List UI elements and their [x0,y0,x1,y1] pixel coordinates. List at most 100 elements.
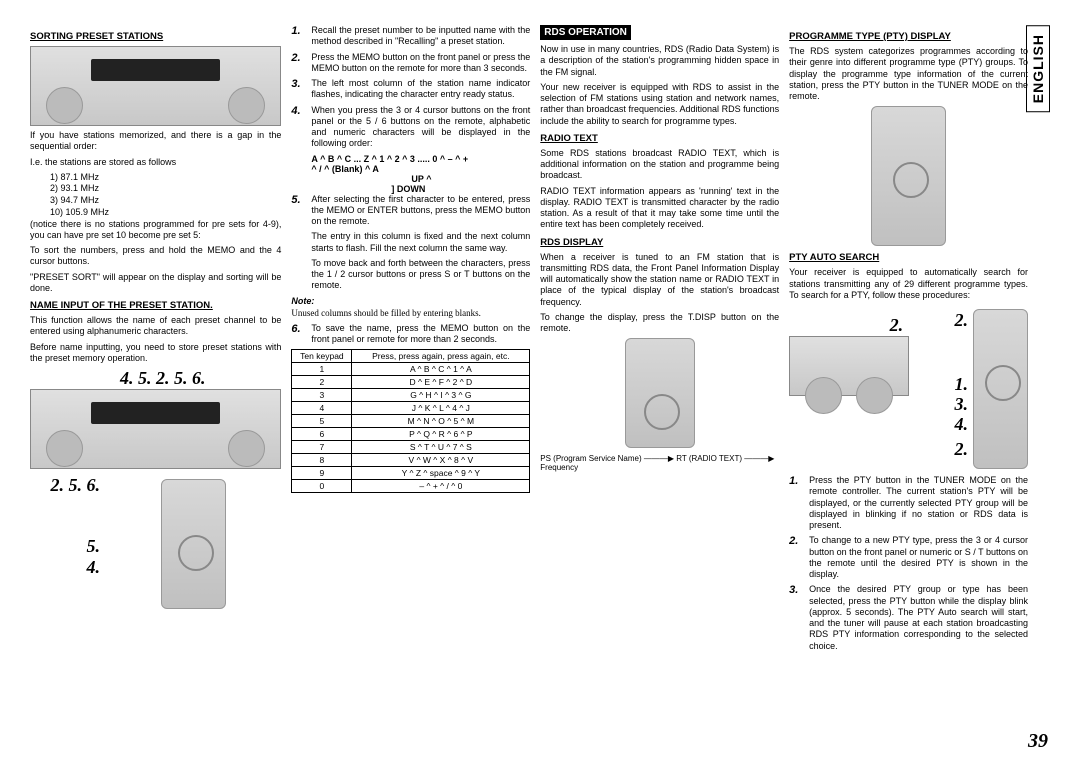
text: When a receiver is tuned to an FM statio… [540,252,779,308]
table-cell: 8 [292,454,352,467]
callout-label: 4. [30,557,100,578]
callout-label: 2. [955,311,969,331]
table-row: 0– ^ + ^ / ^ 0 [292,480,530,493]
heading-name-input: NAME INPUT OF THE PRESET STATION. [30,300,281,311]
text: Now in use in many countries, RDS (Radio… [540,44,779,78]
keypad-table: Ten keypadPress, press again, press agai… [291,349,530,493]
column-4: PROGRAMME TYPE (PTY) DISPLAY The RDS sys… [789,25,1050,715]
down-label: ] DOWN [391,184,530,194]
table-cell: G ^ H ^ I ^ 3 ^ G [352,389,530,402]
step-text: When you press the 3 or 4 cursor buttons… [311,105,530,150]
list-item: 3) 94.7 MHz [50,195,281,207]
step-number: 2. [291,52,305,75]
text: Some RDS stations broadcast RADIO TEXT, … [540,148,779,182]
table-cell: 0 [292,480,352,493]
remote-illustration-1 [161,479,226,609]
step-text: Once the desired PTY group or type has b… [809,584,1028,652]
column-1: SORTING PRESET STATIONS If you have stat… [30,25,281,715]
list-item: 2) 93.1 MHz [50,183,281,195]
remote-illustration-3 [871,106,946,246]
heading-radio-text: RADIO TEXT [540,133,779,144]
table-cell: 4 [292,402,352,415]
step-number: 6. [291,323,305,346]
table-cell: A ^ B ^ C ^ 1 ^ A [352,363,530,376]
text: Your new receiver is equipped with RDS t… [540,82,779,127]
column-3: RDS OPERATION Now in use in many countri… [540,25,779,715]
callout-label: 2. [789,315,909,336]
table-cell: 2 [292,376,352,389]
table-row: 3G ^ H ^ I ^ 3 ^ G [292,389,530,402]
step-text: Press the PTY button in the TUNER MODE o… [809,475,1028,531]
remote-illustration-2 [625,338,695,448]
step-number: 1. [789,475,803,531]
table-cell: M ^ N ^ O ^ 5 ^ M [352,415,530,428]
callout-label: 2. 5. 6. [30,475,100,496]
text: I.e. the stations are stored as follows [30,157,281,168]
step-number: 3. [789,584,803,652]
callout-labels: 4. 5. 2. 5. 6. [120,368,281,389]
text: "PRESET SORT" will appear on the display… [30,272,281,295]
remote-illustration-4 [973,309,1028,469]
text: Before name inputting, you need to store… [30,342,281,365]
page-number: 39 [1028,730,1048,753]
table-cell: V ^ W ^ X ^ 8 ^ V [352,454,530,467]
step-number: 3. [291,78,305,101]
step-number: 5. [291,194,305,228]
step-text: The left most column of the station name… [311,78,530,101]
text: To sort the numbers, press and hold the … [30,245,281,268]
step-text: Press the MEMO button on the front panel… [311,52,530,75]
heading-rds: RDS OPERATION [540,25,631,40]
table-cell: 6 [292,428,352,441]
table-cell: P ^ Q ^ R ^ 6 ^ P [352,428,530,441]
step-text: After selecting the first character to b… [311,194,530,228]
table-row: 1A ^ B ^ C ^ 1 ^ A [292,363,530,376]
step-text: To save the name, press the MEMO button … [311,323,530,346]
text: Your receiver is equipped to automatical… [789,267,1028,301]
step-text: Recall the preset number to be inputted … [311,25,530,48]
step-number: 2. [789,535,803,580]
table-row: 8V ^ W ^ X ^ 8 ^ V [292,454,530,467]
table-cell: S ^ T ^ U ^ 7 ^ S [352,441,530,454]
table-cell: J ^ K ^ L ^ 4 ^ J [352,402,530,415]
text: If you have stations memorized, and ther… [30,130,281,153]
note-text: Unused columns should be filled by enter… [291,308,530,319]
table-row: 5M ^ N ^ O ^ 5 ^ M [292,415,530,428]
text: This function allows the name of each pr… [30,315,281,338]
table-row: 7S ^ T ^ U ^ 7 ^ S [292,441,530,454]
table-cell: 9 [292,467,352,480]
table-cell: – ^ + ^ / ^ 0 [352,480,530,493]
step-number: 1. [291,25,305,48]
up-label: UP ^ [411,174,530,184]
table-cell: 5 [292,415,352,428]
text: To move back and forth between the chara… [311,258,530,292]
table-cell: Press, press again, press again, etc. [352,350,530,363]
receiver-illustration-3 [789,336,909,396]
list-item: 1) 87.1 MHz [50,172,281,184]
char-sequence: ^ / ^ (Blank) ^ A [311,164,530,174]
table-row: Ten keypadPress, press again, press agai… [292,350,530,363]
text: The RDS system categorizes programmes ac… [789,46,1028,102]
list-item: 10) 105.9 MHz [50,207,281,219]
page-content: SORTING PRESET STATIONS If you have stat… [30,25,1050,715]
table-cell: Ten keypad [292,350,352,363]
table-row: 4J ^ K ^ L ^ 4 ^ J [292,402,530,415]
receiver-illustration-1 [30,46,281,126]
step-text: To change to a new PTY type, press the 3… [809,535,1028,580]
callout-label: 2. [955,440,969,460]
table-cell: 1 [292,363,352,376]
table-row: 6P ^ Q ^ R ^ 6 ^ P [292,428,530,441]
callout-label: 1. 3. 4. [955,375,969,434]
heading-rds-display: RDS DISPLAY [540,237,779,248]
flow-diagram: PS (Program Service Name) ———▶ RT (RADIO… [540,454,779,472]
callout-label: 5. [30,536,100,557]
step-number: 4. [291,105,305,150]
column-2: 1. Recall the preset number to be inputte… [291,25,530,715]
text: RADIO TEXT information appears as 'runni… [540,186,779,231]
char-sequence: A ^ B ^ C ... Z ^ 1 ^ 2 ^ 3 ..... 0 ^ – … [311,154,530,164]
text: (notice there is no stations programmed … [30,219,281,242]
table-cell: Y ^ Z ^ space ^ 9 ^ Y [352,467,530,480]
table-row: 2D ^ E ^ F ^ 2 ^ D [292,376,530,389]
receiver-illustration-2 [30,389,281,469]
heading-pty-auto: PTY AUTO SEARCH [789,252,1028,263]
table-cell: 3 [292,389,352,402]
